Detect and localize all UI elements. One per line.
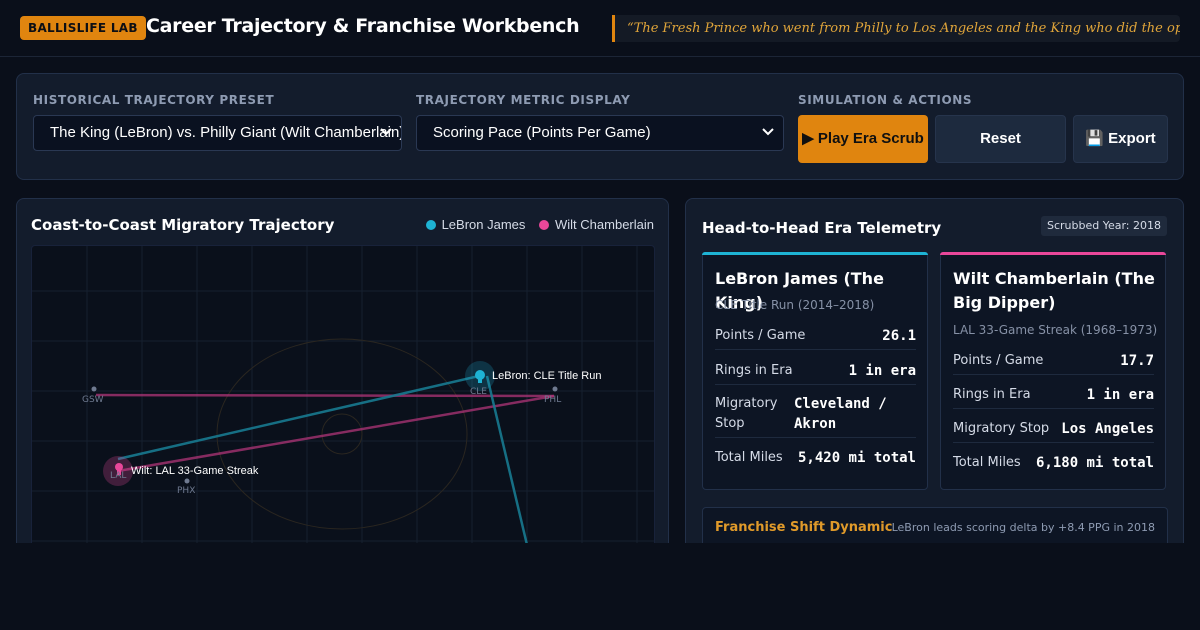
stat-key: Rings in Era bbox=[715, 362, 793, 378]
card-accent bbox=[940, 252, 1166, 255]
legend-label: Wilt Chamberlain bbox=[555, 217, 654, 232]
city-label-cle: CLE bbox=[470, 387, 487, 397]
wilt-pin-icon[interactable] bbox=[115, 463, 123, 475]
stat-value: 26.1 bbox=[882, 328, 916, 344]
trajectory-map[interactable]: GSW PHL PHX CLE LeBron: CLE Title Run LA… bbox=[31, 245, 655, 557]
header-quote: “The Fresh Prince who went from Philly t… bbox=[612, 15, 1180, 42]
legend-dot-icon bbox=[539, 219, 550, 230]
city-label-phx: PHX bbox=[177, 486, 195, 496]
metric-label: TRAJECTORY METRIC DISPLAY bbox=[416, 93, 631, 107]
court-ellipse bbox=[216, 338, 468, 530]
metric-select-value: Scoring Pace (Points Per Game) bbox=[433, 124, 651, 141]
stat-key: Points / Game bbox=[953, 352, 1044, 368]
metric-select[interactable]: Scoring Pace (Points Per Game) bbox=[416, 115, 784, 151]
lebron-pin-label: LeBron: CLE Title Run bbox=[492, 370, 601, 382]
city-dot-phl bbox=[552, 386, 558, 392]
stat-value: Cleveland / Akron bbox=[794, 396, 887, 432]
telemetry-panel: Head-to-Head Era Telemetry Scrubbed Year… bbox=[685, 198, 1184, 558]
chevron-down-icon bbox=[380, 116, 392, 150]
wilt-trajectory bbox=[95, 393, 555, 473]
shift-note: LeBron leads scoring delta by +8.4 PPG i… bbox=[891, 521, 1155, 534]
stat-row: Points / Game 26.1 bbox=[715, 323, 916, 350]
stat-key: Total Miles bbox=[953, 455, 1021, 470]
stat-key: Migratory Stop bbox=[715, 396, 778, 431]
lebron-pin-icon[interactable] bbox=[475, 370, 485, 383]
stat-value: 5,420 mi total bbox=[797, 450, 916, 466]
player-era: CLE Title Run (2014–2018) bbox=[715, 298, 875, 312]
stat-key: Points / Game bbox=[715, 328, 806, 343]
city-label-phl: PHL bbox=[544, 395, 561, 405]
card-accent bbox=[702, 252, 928, 255]
stat-row: Rings in Era 1 in era bbox=[715, 357, 916, 385]
stat-value: 1 in era bbox=[848, 362, 916, 379]
control-panel: HISTORICAL TRAJECTORY PRESET The King (L… bbox=[16, 73, 1184, 180]
stat-value: 6,180 mi total bbox=[1035, 455, 1154, 471]
trajectory-map-panel: Coast-to-Coast Migratory Trajectory LeBr… bbox=[16, 198, 669, 558]
wilt-card: Wilt Chamberlain (The Big Dipper) LAL 33… bbox=[940, 252, 1166, 490]
stat-value: Los Angeles bbox=[1061, 420, 1154, 437]
telemetry-title: Head-to-Head Era Telemetry bbox=[702, 219, 942, 237]
player-name: LeBron James (The King) bbox=[715, 269, 884, 312]
stat-key: Total Miles bbox=[715, 450, 783, 465]
map-canvas: GSW PHL PHX CLE LeBron: CLE Title Run LA… bbox=[32, 246, 654, 557]
export-button[interactable]: 💾 Export bbox=[1073, 115, 1168, 163]
legend-item-lebron: LeBron James bbox=[425, 217, 526, 232]
center-circle bbox=[321, 413, 363, 455]
player-name: Wilt Chamberlain (The Big Dipper) bbox=[953, 269, 1155, 312]
stat-row: Total Miles 6,180 mi total bbox=[953, 449, 1154, 477]
city-dot-phx bbox=[184, 478, 190, 484]
stat-key: Rings in Era bbox=[953, 386, 1031, 402]
lebron-card: LeBron James (The King) CLE Title Run (2… bbox=[702, 252, 928, 490]
stat-value: 17.7 bbox=[1120, 352, 1154, 369]
stat-row: Migratory Stop Cleveland / Akron bbox=[715, 391, 916, 438]
scrubbed-year-badge: Scrubbed Year: 2018 bbox=[1040, 216, 1167, 236]
actions-label: SIMULATION & ACTIONS bbox=[798, 93, 973, 107]
city-dot-gsw bbox=[91, 386, 97, 392]
legend-item-wilt: Wilt Chamberlain bbox=[539, 217, 654, 232]
stat-key: Migratory Stop bbox=[953, 420, 1050, 436]
city-label-lal: LAL bbox=[110, 471, 126, 481]
stat-value: 1 in era bbox=[1086, 386, 1154, 403]
preset-select-value: The King (LeBron) vs. Philly Giant (Wilt… bbox=[50, 124, 402, 141]
app-title: Career Trajectory & Franchise Workbench bbox=[146, 15, 580, 37]
city-label-gsw: GSW bbox=[82, 395, 104, 405]
stat-row: Rings in Era 1 in era bbox=[953, 381, 1154, 409]
preset-label: HISTORICAL TRAJECTORY PRESET bbox=[33, 93, 275, 107]
play-era-scrub-button[interactable]: ▶ Play Era Scrub bbox=[798, 115, 928, 163]
stat-row: Total Miles 5,420 mi total bbox=[715, 444, 916, 472]
map-grid bbox=[32, 246, 654, 557]
shift-title: Franchise Shift Dynamic bbox=[715, 520, 893, 535]
chevron-down-icon bbox=[762, 116, 774, 150]
stat-row: Migratory Stop Los Angeles bbox=[953, 415, 1154, 443]
map-title: Coast-to-Coast Migratory Trajectory bbox=[31, 216, 335, 234]
page-bottom-background bbox=[0, 543, 1200, 630]
wilt-pin-label: Wilt: LAL 33-Game Streak bbox=[131, 465, 259, 477]
lebron-trajectory bbox=[117, 374, 532, 557]
legend-dot-icon bbox=[425, 219, 436, 230]
player-era: LAL 33-Game Streak (1968–1973) bbox=[953, 323, 1158, 337]
reset-button[interactable]: Reset bbox=[935, 115, 1066, 163]
brand-badge: BALLISLIFE LAB bbox=[20, 16, 146, 40]
preset-select[interactable]: The King (LeBron) vs. Philly Giant (Wilt… bbox=[33, 115, 402, 151]
map-legend: LeBron James Wilt Chamberlain bbox=[416, 217, 654, 233]
stat-row: Points / Game 17.7 bbox=[953, 347, 1154, 375]
top-bar: BALLISLIFE LAB Career Trajectory & Franc… bbox=[0, 0, 1200, 57]
legend-label: LeBron James bbox=[441, 217, 526, 232]
